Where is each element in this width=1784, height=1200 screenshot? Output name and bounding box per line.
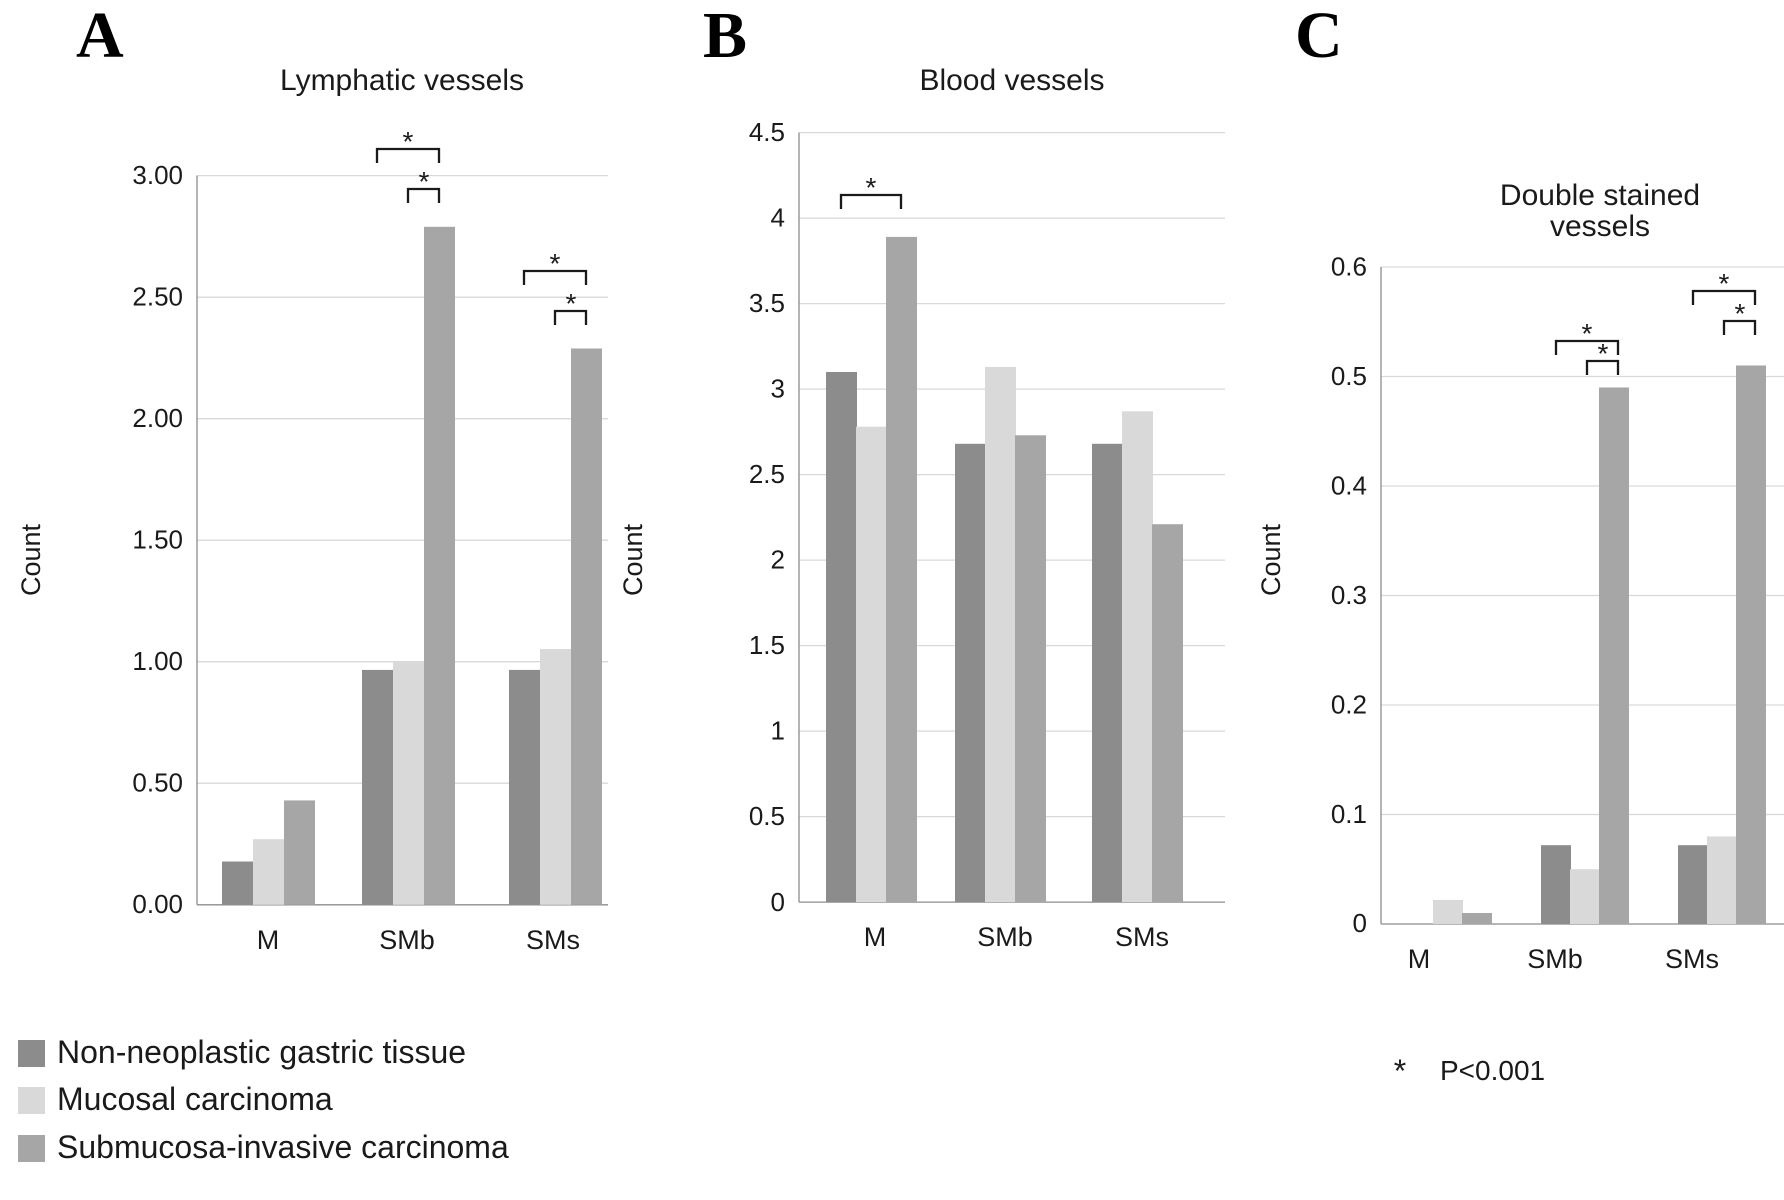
svg-text:M: M xyxy=(864,922,887,952)
svg-text:M: M xyxy=(1408,944,1431,974)
svg-text:0.1: 0.1 xyxy=(1331,799,1367,829)
svg-text:Mucosal carcinoma: Mucosal carcinoma xyxy=(57,1081,333,1117)
svg-text:0: 0 xyxy=(1353,908,1367,938)
svg-text:*: * xyxy=(403,126,414,157)
svg-text:*: * xyxy=(1598,338,1609,369)
svg-text:Double stained: Double stained xyxy=(1500,179,1700,212)
svg-text:0.50: 0.50 xyxy=(132,768,183,798)
svg-text:0.2: 0.2 xyxy=(1331,690,1367,720)
svg-text:1: 1 xyxy=(771,716,785,746)
svg-text:2.50: 2.50 xyxy=(132,282,183,312)
svg-text:3.5: 3.5 xyxy=(749,288,785,318)
svg-text:P<0.001: P<0.001 xyxy=(1440,1055,1545,1086)
svg-text:1.5: 1.5 xyxy=(749,630,785,660)
svg-text:0.4: 0.4 xyxy=(1331,471,1367,501)
svg-text:1.00: 1.00 xyxy=(132,646,183,676)
svg-text:0.6: 0.6 xyxy=(1331,252,1367,282)
svg-text:SMb: SMb xyxy=(977,922,1033,952)
svg-text:*: * xyxy=(1735,298,1746,329)
svg-text:Count: Count xyxy=(16,523,46,596)
svg-text:SMs: SMs xyxy=(526,925,580,955)
svg-text:Count: Count xyxy=(620,523,648,596)
svg-text:*: * xyxy=(1582,318,1593,349)
svg-text:M: M xyxy=(257,925,280,955)
svg-text:Blood vessels: Blood vessels xyxy=(919,64,1104,97)
svg-text:2.00: 2.00 xyxy=(132,403,183,433)
svg-text:vessels: vessels xyxy=(1550,210,1650,243)
svg-text:2.5: 2.5 xyxy=(749,459,785,489)
svg-text:*: * xyxy=(1719,268,1730,299)
svg-text:SMs: SMs xyxy=(1665,944,1719,974)
svg-text:4.5: 4.5 xyxy=(749,117,785,147)
svg-text:*: * xyxy=(1394,1053,1406,1089)
svg-text:SMs: SMs xyxy=(1115,922,1169,952)
svg-text:*: * xyxy=(550,248,561,279)
svg-text:Non-neoplastic gastric tissue: Non-neoplastic gastric tissue xyxy=(57,1034,466,1070)
svg-text:0.5: 0.5 xyxy=(1331,361,1367,391)
svg-text:SMb: SMb xyxy=(379,925,435,955)
svg-text:*: * xyxy=(866,172,877,203)
svg-text:0.3: 0.3 xyxy=(1331,580,1367,610)
svg-text:0.5: 0.5 xyxy=(749,801,785,831)
svg-text:3: 3 xyxy=(771,374,785,404)
svg-text:*: * xyxy=(566,288,577,319)
svg-text:Count: Count xyxy=(1256,523,1286,596)
svg-text:0: 0 xyxy=(771,887,785,917)
svg-text:1.50: 1.50 xyxy=(132,525,183,555)
svg-text:2: 2 xyxy=(771,545,785,575)
svg-text:*: * xyxy=(419,166,430,197)
svg-text:4: 4 xyxy=(771,203,785,233)
svg-text:Submucosa-invasive carcinoma: Submucosa-invasive carcinoma xyxy=(57,1129,509,1165)
svg-text:0.00: 0.00 xyxy=(132,889,183,919)
svg-text:Lymphatic vessels: Lymphatic vessels xyxy=(280,64,524,97)
svg-text:SMb: SMb xyxy=(1527,944,1583,974)
svg-text:3.00: 3.00 xyxy=(132,160,183,190)
